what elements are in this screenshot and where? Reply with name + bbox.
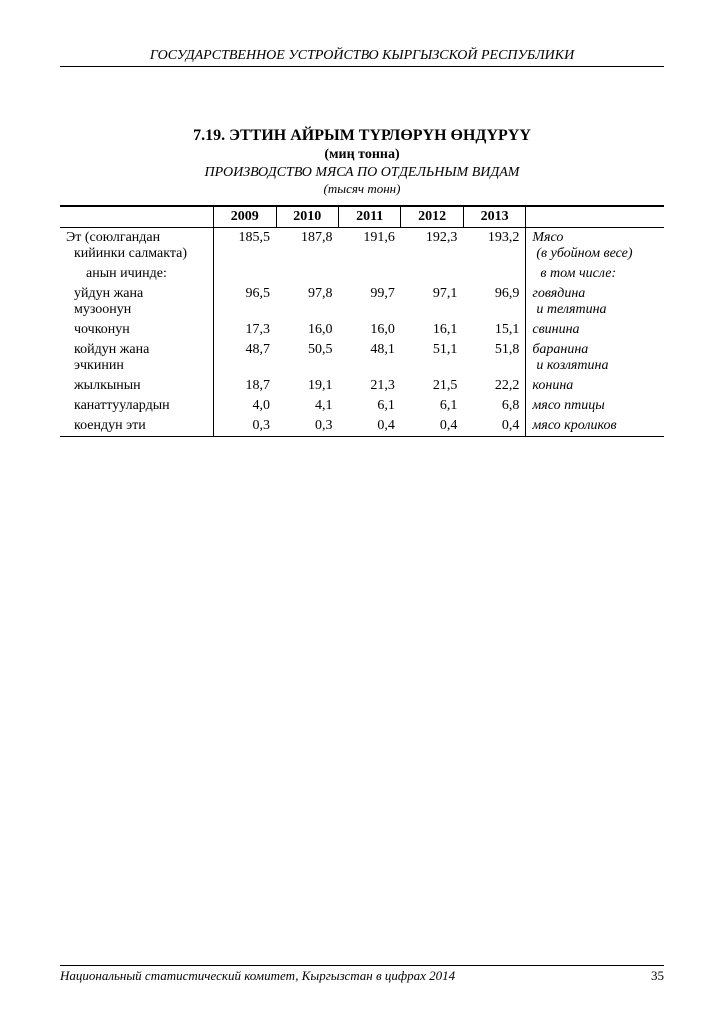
col-label xyxy=(60,206,214,228)
cell-value: 48,1 xyxy=(338,340,400,376)
title-unit: (миң тонна) xyxy=(60,147,664,163)
row-label-ru: Мясо(в убойном весе) xyxy=(526,228,664,265)
cell-value: 16,0 xyxy=(276,320,338,340)
table-row: Эт (союлганданкийинки салмакта)185,5187,… xyxy=(60,228,664,265)
col-year-4: 2013 xyxy=(463,206,526,228)
row-label: анын ичинде: xyxy=(60,264,214,284)
cell-value: 22,2 xyxy=(463,376,526,396)
cell-value: 21,5 xyxy=(401,376,463,396)
cell-value: 15,1 xyxy=(463,320,526,340)
row-label-ru: конина xyxy=(526,376,664,396)
col-year-2: 2011 xyxy=(338,206,400,228)
col-year-3: 2012 xyxy=(401,206,463,228)
cell-value: 0,4 xyxy=(401,416,463,437)
title-block: 7.19. ЭТТИН АЙРЫМ ТҮРЛӨРҮН ӨНДҮРҮҮ (миң … xyxy=(60,127,664,197)
cell-value xyxy=(276,264,338,284)
cell-value: 48,7 xyxy=(214,340,277,376)
cell-value xyxy=(338,264,400,284)
cell-value: 99,7 xyxy=(338,284,400,320)
row-label: чочконун xyxy=(60,320,214,340)
row-label-ru: мясо кроликов xyxy=(526,416,664,437)
title-ru: ПРОИЗВОДСТВО МЯСА ПО ОТДЕЛЬНЫМ ВИДАМ xyxy=(60,165,664,181)
cell-value: 50,5 xyxy=(276,340,338,376)
page-header: ГОСУДАРСТВЕННОЕ УСТРОЙСТВО КЫРГЫЗСКОЙ РЕ… xyxy=(60,48,664,67)
cell-value: 6,8 xyxy=(463,396,526,416)
page-number: 35 xyxy=(651,968,664,984)
row-label: уйдун жанамузоонун xyxy=(60,284,214,320)
cell-value: 185,5 xyxy=(214,228,277,265)
cell-value: 6,1 xyxy=(338,396,400,416)
table-row: канаттуулардын4,04,16,16,16,8мясо птицы xyxy=(60,396,664,416)
cell-value: 51,8 xyxy=(463,340,526,376)
cell-value xyxy=(401,264,463,284)
row-label-ru: мясо птицы xyxy=(526,396,664,416)
table-row: анын ичинде: в том числе: xyxy=(60,264,664,284)
data-table: 2009 2010 2011 2012 2013 Эт (союлганданк… xyxy=(60,205,664,437)
table-header-row: 2009 2010 2011 2012 2013 xyxy=(60,206,664,228)
col-year-1: 2010 xyxy=(276,206,338,228)
cell-value xyxy=(463,264,526,284)
cell-value: 51,1 xyxy=(401,340,463,376)
table-row: койдун жанаэчкинин48,750,548,151,151,8ба… xyxy=(60,340,664,376)
footer-text: Национальный статистический комитет, Кыр… xyxy=(60,968,455,984)
row-label-ru: говядинаи телятина xyxy=(526,284,664,320)
row-label-ru: в том числе: xyxy=(526,264,664,284)
row-label: коендун эти xyxy=(60,416,214,437)
table-row: чочконун17,316,016,016,115,1свинина xyxy=(60,320,664,340)
cell-value: 16,0 xyxy=(338,320,400,340)
cell-value xyxy=(214,264,277,284)
cell-value: 0,4 xyxy=(338,416,400,437)
cell-value: 0,3 xyxy=(276,416,338,437)
cell-value: 19,1 xyxy=(276,376,338,396)
cell-value: 16,1 xyxy=(401,320,463,340)
table-row: уйдун жанамузоонун96,597,899,797,196,9го… xyxy=(60,284,664,320)
title-ru-unit: (тысяч тонн) xyxy=(60,181,664,197)
cell-value: 187,8 xyxy=(276,228,338,265)
cell-value: 192,3 xyxy=(401,228,463,265)
col-ru xyxy=(526,206,664,228)
cell-value: 0,3 xyxy=(214,416,277,437)
row-label: Эт (союлганданкийинки салмакта) xyxy=(60,228,214,265)
cell-value: 96,9 xyxy=(463,284,526,320)
row-label: койдун жанаэчкинин xyxy=(60,340,214,376)
row-label: канаттуулардын xyxy=(60,396,214,416)
cell-value: 191,6 xyxy=(338,228,400,265)
title-main: 7.19. ЭТТИН АЙРЫМ ТҮРЛӨРҮН ӨНДҮРҮҮ xyxy=(60,127,664,145)
cell-value: 17,3 xyxy=(214,320,277,340)
cell-value: 97,1 xyxy=(401,284,463,320)
cell-value: 4,0 xyxy=(214,396,277,416)
col-year-0: 2009 xyxy=(214,206,277,228)
page-footer: Национальный статистический комитет, Кыр… xyxy=(60,965,664,984)
row-label-ru: баранинаи козлятина xyxy=(526,340,664,376)
cell-value: 97,8 xyxy=(276,284,338,320)
cell-value: 4,1 xyxy=(276,396,338,416)
cell-value: 18,7 xyxy=(214,376,277,396)
cell-value: 21,3 xyxy=(338,376,400,396)
cell-value: 0,4 xyxy=(463,416,526,437)
row-label-ru: свинина xyxy=(526,320,664,340)
cell-value: 96,5 xyxy=(214,284,277,320)
table-row: жылкынын18,719,121,321,522,2конина xyxy=(60,376,664,396)
table-row: коендун эти0,30,30,40,40,4мясо кроликов xyxy=(60,416,664,437)
row-label: жылкынын xyxy=(60,376,214,396)
cell-value: 6,1 xyxy=(401,396,463,416)
cell-value: 193,2 xyxy=(463,228,526,265)
